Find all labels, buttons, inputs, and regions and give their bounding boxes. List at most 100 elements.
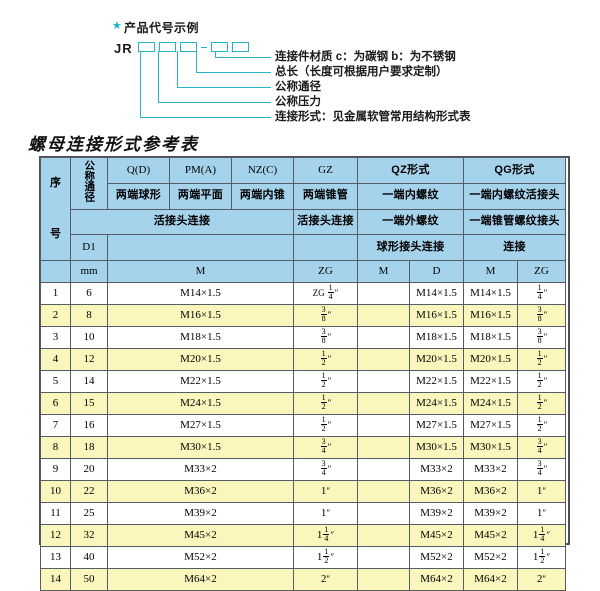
- header-blank-left: [107, 234, 294, 261]
- code-box-2: [159, 42, 176, 52]
- header-seq-char-2: 号: [50, 227, 61, 240]
- code-label-pressure: 公称压力: [275, 96, 321, 108]
- cell-qz-d: M36×2: [408, 480, 465, 503]
- gz-size: 1 2 ″: [294, 349, 357, 370]
- leader-line-v-4: [196, 51, 197, 73]
- product-code-boxes: [138, 42, 249, 52]
- cell-thread-m: M27×1.5: [107, 414, 294, 437]
- cell-dn: 6: [70, 282, 108, 305]
- header-desc1-gz: 两端锥管: [293, 182, 358, 210]
- cell-qg-m: M39×2: [463, 502, 519, 525]
- cell-dn: 15: [70, 392, 108, 415]
- cell-qz-m: [357, 392, 410, 415]
- code-box-1: [138, 42, 155, 52]
- qg-size-whole: 1: [536, 506, 543, 519]
- cell-qg-m: M16×1.5: [463, 304, 519, 327]
- cell-thread-m: M20×1.5: [107, 348, 294, 371]
- cell-thread-m: M64×2: [107, 568, 294, 591]
- cell-dn: 14: [70, 370, 108, 393]
- cell-gz: 3 8 ″: [293, 326, 358, 349]
- gz-size-prefix: ZG: [312, 287, 325, 298]
- cell-qz-d: M22×1.5: [408, 370, 465, 393]
- qg-size: 1 ″: [518, 503, 565, 524]
- cell-qg-zg: 1 2 ″: [517, 348, 567, 371]
- qg-size: 1 2 ″: [518, 415, 565, 436]
- cell-qg-m: M52×2: [463, 546, 519, 569]
- header-desc3-qg: 连接: [463, 234, 567, 261]
- cell-qz-m: [357, 436, 410, 459]
- table-row: 4 12 M20×1.5 1 2 ″ M20×1.5 M20×1.5 1 2 ″: [40, 348, 567, 371]
- qg-size: 1 1 2 ″: [518, 547, 565, 568]
- gz-size: ZG 1 4 ″: [294, 283, 357, 304]
- cell-dn: 40: [70, 546, 108, 569]
- table-row: 10 22 M36×2 1 ″ M36×2 M36×2 1 ″: [40, 480, 567, 503]
- cell-gz: 3 4 ″: [293, 458, 358, 481]
- code-label-material: 连接件材质 c：为碳钢 b：为不锈钢: [275, 51, 456, 63]
- leader-line-v-1: [140, 51, 141, 118]
- cell-qz-m: [357, 480, 410, 503]
- code-dash: [201, 46, 207, 48]
- nut-connection-table: 序 号 公称通径 Q(D) PM(A) NZ(C) GZ QZ形式 QG形式 两…: [40, 157, 567, 591]
- header-desc2-qz: 一端外螺纹: [356, 208, 465, 236]
- header-unit-m: M: [107, 260, 294, 283]
- cell-seq: 11: [40, 502, 71, 525]
- header-code-qd: Q(D): [107, 157, 170, 184]
- cell-dn: 16: [70, 414, 108, 437]
- cell-qz-m: [357, 414, 410, 437]
- qg-size-inch-mark: ″: [543, 353, 548, 364]
- table-row: 7 16 M27×1.5 1 2 ″ M27×1.5 M27×1.5 1 2 ″: [40, 414, 567, 437]
- cell-seq: 13: [40, 546, 71, 569]
- qg-size: 1 1 4 ″: [518, 525, 565, 546]
- cell-gz: 1 2 ″: [293, 392, 358, 415]
- cell-gz: 1 ″: [293, 480, 358, 503]
- gz-size-inch-mark: ″: [330, 551, 335, 562]
- leader-line-h-2: [158, 102, 271, 103]
- qg-size-inch-mark: ″: [542, 573, 547, 584]
- cell-dn: 18: [70, 436, 108, 459]
- qg-size-inch-mark: ″: [542, 507, 547, 518]
- code-label-length: 总长（长度可根据用户要求定制）: [275, 66, 448, 78]
- cell-qz-m: [357, 304, 410, 327]
- table-row: 9 20 M33×2 3 4 ″ M33×2 M33×2 3 4 ″: [40, 458, 567, 481]
- gz-size: 3 4 ″: [294, 437, 357, 458]
- cell-qz-d: M24×1.5: [408, 392, 465, 415]
- qg-size-inch-mark: ″: [546, 551, 551, 562]
- cell-qg-m: M64×2: [463, 568, 519, 591]
- table-row: 2 8 M16×1.5 3 8 ″ M16×1.5 M16×1.5 3 8 ″: [40, 304, 567, 327]
- cell-seq: 6: [40, 392, 71, 415]
- cell-qz-d: M16×1.5: [408, 304, 465, 327]
- gz-size-whole: 1: [320, 484, 327, 497]
- cell-dn: 8: [70, 304, 108, 327]
- cell-qz-m: [357, 568, 410, 591]
- gz-size: 1 ″: [294, 503, 357, 524]
- header-desc1-qg: 一端内螺纹活接头: [463, 182, 567, 210]
- qg-size-inch-mark: ″: [543, 287, 548, 298]
- header-row-units: mm M ZG M D M ZG: [40, 260, 567, 283]
- gz-size-whole: 1: [320, 506, 327, 519]
- header-code-gz: GZ: [293, 157, 358, 184]
- header-code-qg: QG形式: [463, 157, 567, 184]
- leader-line-v-3: [177, 51, 178, 88]
- header-unit-qz-d: D: [408, 260, 465, 283]
- cell-thread-m: M52×2: [107, 546, 294, 569]
- gz-size: 1 1 2 ″: [294, 547, 357, 568]
- gz-size: 1 2 ″: [294, 415, 357, 436]
- page-title: 螺母连接形式参考表: [28, 135, 199, 154]
- gz-size: 3 4 ″: [294, 459, 357, 480]
- table-body: 1 6 M14×1.5 ZG 1 4 ″ M14×1.5 M14×1.5 1 4 ″ 2 8 M16×1.5…: [40, 282, 567, 591]
- cell-qz-d: M30×1.5: [408, 436, 465, 459]
- qg-size-inch-mark: ″: [543, 463, 548, 474]
- header-dn-unit: mm: [70, 260, 108, 283]
- header-dn-label: 公称通径: [83, 160, 96, 203]
- gz-size-inch-mark: ″: [326, 485, 331, 496]
- cell-qz-m: [357, 370, 410, 393]
- gz-size: 3 8 ″: [294, 305, 357, 326]
